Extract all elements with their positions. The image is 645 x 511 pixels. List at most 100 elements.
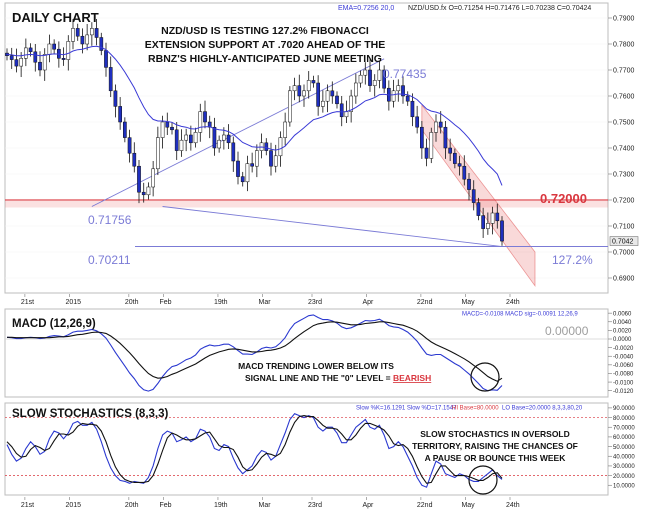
- macd-signal-line: [7, 321, 503, 382]
- current-price-box: [609, 236, 639, 246]
- level-label-77435: 0.77435: [383, 67, 427, 81]
- macd-panel-title: MACD (12,26,9): [12, 318, 96, 330]
- candle-body: [137, 165, 141, 193]
- macd-annotation-line-1: MACD TRENDING LOWER BELOW ITS: [238, 361, 394, 371]
- candle-body: [245, 163, 250, 183]
- stoch-tick-label: 80.0000: [613, 416, 635, 422]
- candle-body: [226, 134, 231, 144]
- stoch-panel-frame: [4, 402, 609, 496]
- x-tick-label: May: [461, 299, 475, 306]
- candle-body: [255, 150, 259, 167]
- annotation-line-3: RBNZ'S HIGHLY-ANTICIPATED JUNE MEETING: [148, 53, 382, 65]
- stoch-d-line: [6, 415, 503, 484]
- candle-body: [401, 85, 405, 97]
- stoch-tick-label: 70.0000: [613, 425, 635, 431]
- price-x-axis: 21st 2015 20th Feb 19th Mar 23rd Apr 22nd May 24th: [21, 294, 520, 306]
- price-tick-label: 0.6900: [613, 276, 635, 283]
- candle-body: [486, 223, 490, 229]
- candle-body: [193, 132, 198, 144]
- price-tick-label: 0.7100: [613, 224, 635, 231]
- macd-header: MACD=-0.0108 MACD sig=-0.0091 12,26,9: [462, 312, 578, 318]
- candle-body: [405, 95, 410, 102]
- candle-body: [132, 152, 137, 167]
- candle-body: [471, 189, 476, 203]
- macd-tick-label: 0.0000: [613, 337, 632, 343]
- candle-body: [283, 121, 287, 138]
- candle-body: [156, 137, 160, 170]
- macd-annotation-text: SIGNAL LINE AND THE "0" LEVEL =: [245, 373, 393, 383]
- x-tick-label: Feb: [160, 502, 172, 509]
- candle-body: [99, 37, 104, 51]
- x-tick-label: 2015: [65, 502, 81, 509]
- candle-body: [203, 111, 207, 123]
- x-tick-label: 20th: [125, 502, 139, 509]
- candle-body: [184, 134, 188, 141]
- candle-body: [75, 28, 80, 37]
- macd-tick-label: -0.0100: [613, 380, 634, 386]
- candle-body: [377, 69, 382, 81]
- current-price-tag: 0.7042: [609, 236, 639, 246]
- stoch-tick-label: 60.0000: [613, 435, 635, 441]
- x-tick-label: 22nd: [417, 502, 433, 509]
- price-header-ema: EMA=0.7256 20,0: [338, 5, 394, 12]
- x-tick-label: 2015: [65, 299, 81, 306]
- stoch-tick-label: 30.0000: [613, 464, 635, 470]
- stoch-tick-label: 10.0000: [613, 483, 635, 489]
- candle-body: [189, 134, 193, 144]
- candle-body: [236, 160, 240, 177]
- stoch-x-axis: 21st 2015 20th Feb 19th Mar 23rd Apr 22nd May 24th: [21, 497, 520, 509]
- macd-annotation-line-2: SIGNAL LINE AND THE "0" LEVEL = BEARISH: [245, 373, 431, 383]
- current-price-label: 0.7042: [612, 239, 634, 246]
- x-tick-label: Apr: [362, 502, 374, 509]
- candle-body: [457, 163, 462, 167]
- candle-body: [198, 111, 203, 133]
- candle-body: [467, 178, 471, 190]
- stoch-tick-label: 40.0000: [613, 454, 635, 460]
- candle-body: [316, 82, 320, 107]
- price-panel-title: DAILY CHART: [12, 10, 99, 25]
- candle-body: [66, 41, 71, 60]
- level-label-72000: 0.72000: [540, 191, 587, 206]
- candle-body: [160, 121, 165, 138]
- candle-body: [47, 43, 52, 55]
- candle-body: [212, 126, 217, 149]
- stoch-header-k-d: Slow %K=16.1291 Slow %D=17.1547: [356, 406, 457, 412]
- price-tick-label: 0.7300: [613, 172, 635, 179]
- candle-body: [339, 103, 344, 118]
- level-label-127-2: 127.2%: [552, 253, 593, 267]
- candle-body: [429, 132, 434, 159]
- candle-body: [61, 58, 66, 60]
- macd-tick-label: -0.0020: [613, 346, 634, 352]
- candle-body: [127, 137, 132, 154]
- x-tick-label: 22nd: [417, 299, 433, 306]
- candle-body: [19, 58, 23, 67]
- price-tick-label: 0.7900: [613, 16, 635, 23]
- candle-body: [415, 116, 419, 128]
- price-tick-label: 0.7200: [613, 198, 635, 205]
- candle-body: [420, 126, 424, 149]
- candle-body: [222, 134, 226, 141]
- price-tick-label: 0.7600: [613, 94, 635, 101]
- x-tick-label: 19th: [214, 502, 228, 509]
- candle-body: [330, 90, 335, 97]
- candle-body: [434, 121, 438, 133]
- candle-body: [250, 163, 254, 167]
- candle-body: [292, 85, 297, 92]
- candle-body: [396, 85, 401, 92]
- candle-body: [321, 100, 325, 107]
- stoch-panel: 90.0000 80.0000 70.0000 60.0000 50.0000 40.00…: [4, 402, 635, 509]
- candle-body: [368, 69, 372, 86]
- x-tick-label: 23rd: [308, 502, 322, 509]
- candle-body: [424, 147, 429, 159]
- stoch-panel-title: SLOW STOCHASTICS (8,3,3): [12, 408, 169, 420]
- candle-body: [24, 47, 28, 59]
- candle-body: [453, 152, 457, 164]
- candle-body: [306, 80, 311, 92]
- price-tick-label: 0.7400: [613, 146, 635, 153]
- x-tick-label: 19th: [214, 299, 228, 306]
- candle-body: [33, 51, 38, 63]
- candle-body: [108, 67, 113, 92]
- price-tick-label: 0.7500: [613, 120, 635, 127]
- macd-tick-label: -0.0040: [613, 354, 634, 360]
- x-tick-label: 24th: [506, 502, 520, 509]
